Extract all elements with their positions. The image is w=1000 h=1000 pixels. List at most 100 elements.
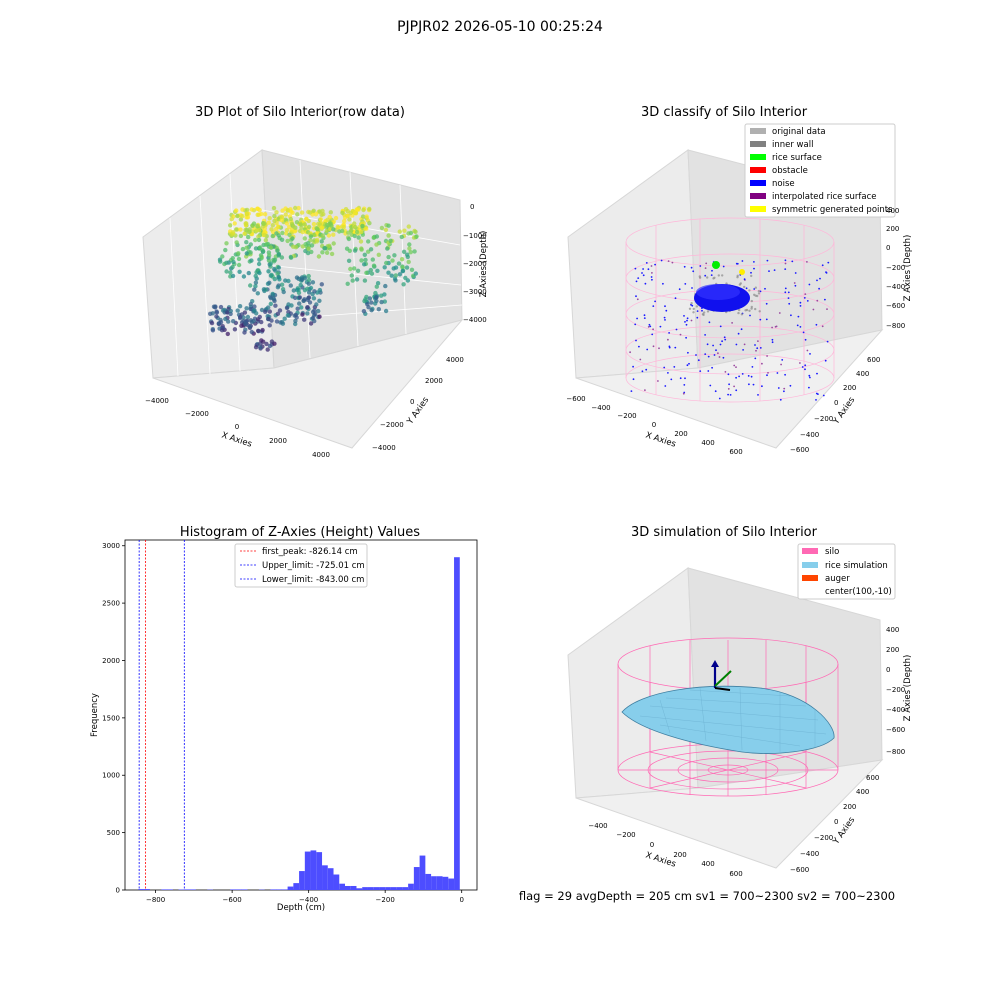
legend-swatch [750, 128, 766, 134]
classify-point [804, 338, 807, 341]
simulation-y-tick: 0 [834, 818, 838, 826]
raw-point [236, 251, 241, 256]
classify-point [777, 387, 780, 389]
simulation-y-tick: −600 [790, 866, 809, 874]
raw-point [370, 257, 375, 262]
raw-point [302, 317, 307, 322]
raw-point [399, 257, 405, 262]
raw-point [256, 237, 262, 243]
classify-point [809, 376, 811, 379]
raw-point [348, 266, 353, 272]
raw-point [246, 270, 251, 276]
raw-point [276, 224, 281, 230]
classify-point [705, 262, 708, 265]
classify-point [674, 346, 677, 349]
raw-point [369, 271, 375, 276]
raw-point [270, 223, 275, 228]
classify-point [727, 373, 730, 376]
raw-point [362, 278, 368, 283]
raw-point [257, 314, 262, 320]
raw-point [306, 224, 312, 230]
classify-point [812, 308, 815, 311]
raw-point [397, 229, 402, 234]
histogram-bar [345, 885, 351, 890]
classify-point [787, 297, 790, 299]
raw-point [361, 207, 366, 213]
raw-point [279, 217, 284, 223]
histogram-title: Histogram of Z-Axies (Height) Values [180, 525, 420, 540]
raw-point [305, 305, 310, 310]
classify-point [724, 371, 727, 373]
raw-point [360, 214, 366, 219]
raw-point [267, 280, 272, 285]
raw-point [393, 273, 398, 278]
simulation-legend-item: auger [802, 574, 850, 584]
raw-point [379, 299, 384, 305]
raw-point [324, 228, 329, 233]
raw-point [295, 212, 300, 217]
classify-point [717, 274, 720, 277]
classify-point [801, 366, 804, 368]
classify-point [635, 295, 637, 298]
classify-point [685, 323, 688, 326]
classify-point [704, 267, 707, 269]
raw-point [235, 213, 240, 219]
classify-point [706, 310, 710, 313]
raw-point [317, 314, 322, 319]
classify-point [652, 345, 655, 348]
classify-point [696, 310, 699, 312]
raw-point [218, 320, 224, 325]
classify-point [704, 334, 706, 336]
classify-point [745, 287, 748, 290]
raw-point [259, 256, 264, 261]
raw-y-ticks: −4000 −2000 0 2000 4000 [372, 356, 464, 452]
panel-classify-3d: 3D classify of Silo Interior original da… [566, 105, 913, 456]
simulation-legend-item: rice simulation [802, 561, 888, 571]
histogram-bar [276, 889, 282, 890]
raw-point [374, 295, 379, 300]
classify-y-tick: 200 [843, 384, 856, 392]
raw-z-tick: −1000 [463, 232, 487, 240]
classify-z-tick: 200 [886, 225, 899, 233]
classify-point [667, 338, 669, 341]
raw-point [307, 210, 313, 215]
simulation-rice-surface [621, 685, 835, 754]
raw-point [230, 264, 235, 270]
panel-histogram: Histogram of Z-Axies (Height) Values −80… [90, 525, 478, 913]
raw-point [313, 212, 319, 217]
classify-point [733, 364, 736, 367]
raw-point [294, 220, 300, 225]
classify-legend-box [744, 123, 896, 218]
histogram-bar [419, 855, 426, 890]
raw-z-tick: −3000 [463, 288, 487, 296]
raw-point [352, 248, 358, 253]
classify-point [761, 385, 763, 388]
raw-point [266, 220, 271, 225]
legend-label: silo [825, 547, 839, 557]
raw-point [311, 208, 316, 213]
raw-point [242, 330, 247, 335]
raw-z-ticks: 0 −1000 −2000 −3000 −4000 [463, 203, 487, 324]
classify-point [727, 393, 729, 396]
raw-point [277, 308, 283, 313]
classify-point [711, 366, 713, 369]
simulation-z-label: Z Axies (Depth) [903, 655, 913, 722]
classify-point [718, 356, 721, 358]
classify-point [704, 353, 707, 355]
raw-point [360, 223, 365, 229]
classify-point [821, 264, 824, 267]
classify-point [636, 298, 639, 301]
raw-point [285, 313, 291, 318]
classify-point [707, 355, 710, 358]
raw-point [279, 214, 284, 219]
simulation-x-tick: 600 [729, 870, 742, 878]
classify-point [804, 364, 807, 367]
raw-point [290, 236, 295, 241]
classify-point [644, 389, 646, 391]
raw-point [275, 311, 281, 316]
classify-point [791, 260, 794, 263]
classify-point [827, 261, 830, 264]
classify-point [735, 376, 737, 379]
classify-point [737, 311, 740, 315]
raw-point [280, 230, 285, 236]
